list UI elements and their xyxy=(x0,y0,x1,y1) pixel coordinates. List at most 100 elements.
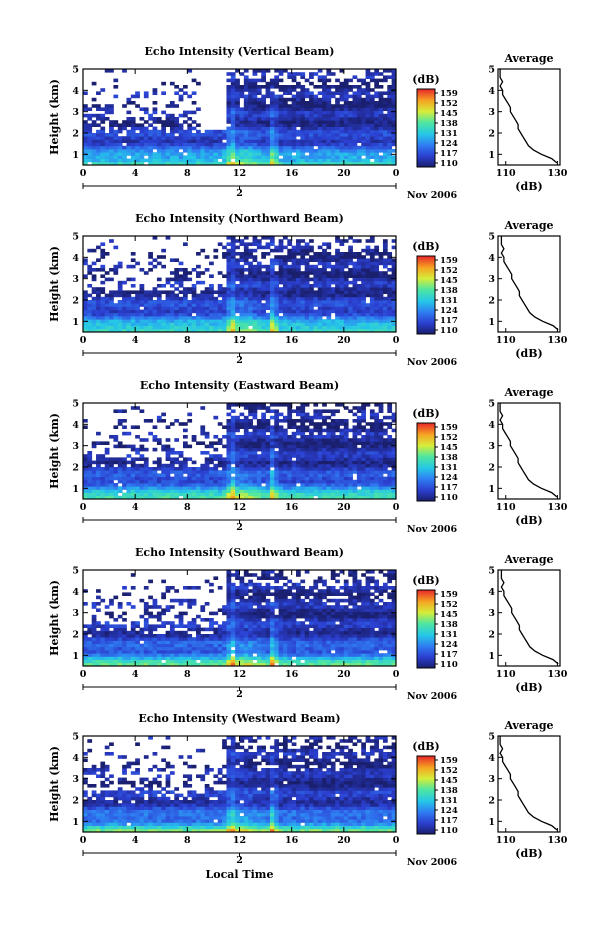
y-tick-label: 4 xyxy=(72,587,79,598)
average-y-tick-label: 3 xyxy=(488,441,495,452)
average-y-tick-label: 3 xyxy=(488,608,495,619)
colorbar xyxy=(416,589,436,669)
panel-1: Echo Intensity (Northward Beam) 5 4 3 2 1 Heig… xyxy=(48,212,568,368)
average-title: Average xyxy=(503,553,553,566)
colorbar-tick-label: 110 xyxy=(440,326,458,336)
x-tick-label: 16 xyxy=(285,835,299,846)
average-profile-line xyxy=(499,69,558,164)
y-tick-label: 5 xyxy=(72,732,79,743)
x-tick-label: 0 xyxy=(80,335,87,346)
average-y-tick-label: 1 xyxy=(488,317,495,328)
average-y-tick-label: 1 xyxy=(488,817,495,828)
average-y-tick-label: 4 xyxy=(488,753,495,764)
colorbar xyxy=(416,88,436,168)
panel-title: Echo Intensity (Westward Beam) xyxy=(138,712,340,725)
average-y-tick-label: 2 xyxy=(488,463,495,474)
colorbar-unit: (dB) xyxy=(412,574,439,587)
date-label: Nov 2006 xyxy=(407,691,458,702)
average-y-tick-label: 5 xyxy=(488,399,495,410)
average-title: Average xyxy=(503,719,553,732)
colorbar-tick-label: 138 xyxy=(440,786,458,796)
average-y-tick-label: 3 xyxy=(488,107,495,118)
colorbar-tick-label: 110 xyxy=(440,660,458,670)
y-tick-label: 5 xyxy=(72,65,79,76)
y-tick-label: 4 xyxy=(72,253,79,264)
panels-layer: Echo Intensity (Vertical Beam) 5 4 3 2 1 Heigh… xyxy=(48,45,568,881)
average-title: Average xyxy=(503,219,553,232)
colorbar-unit: (dB) xyxy=(412,407,439,420)
average-profile-line xyxy=(500,570,559,665)
average-profile-line xyxy=(499,736,558,831)
panel-title: Echo Intensity (Vertical Beam) xyxy=(144,45,334,58)
day-label: 2 xyxy=(236,355,243,366)
x-tick-label: 8 xyxy=(184,168,191,179)
average-x-tick-label: 130 xyxy=(547,168,567,179)
colorbar-tick-label: 124 xyxy=(440,806,458,816)
y-tick-label: 4 xyxy=(72,86,79,97)
colorbar-tick-label: 145 xyxy=(440,776,458,786)
colorbar-tick-label: 110 xyxy=(440,826,458,836)
average-frame xyxy=(497,68,561,166)
day-label: 2 xyxy=(236,522,243,533)
average-x-label: (dB) xyxy=(515,681,542,694)
panel-title: Echo Intensity (Northward Beam) xyxy=(135,212,344,225)
average-profile-line xyxy=(500,236,559,331)
y-tick-label: 3 xyxy=(72,774,79,785)
y-tick-label: 2 xyxy=(72,630,79,641)
x-tick-label: 16 xyxy=(285,502,299,513)
average-y-tick-label: 5 xyxy=(488,566,495,577)
x-tick-label: 12 xyxy=(233,335,246,346)
average-y-tick-label: 4 xyxy=(488,253,495,264)
average-x-tick-label: 110 xyxy=(496,335,516,346)
x-tick-label: 4 xyxy=(132,502,139,513)
day-label: 2 xyxy=(236,689,243,700)
average-title: Average xyxy=(503,386,553,399)
average-y-tick-label: 1 xyxy=(488,484,495,495)
colorbar-tick-label: 152 xyxy=(440,99,458,109)
colorbar-tick-label: 124 xyxy=(440,640,458,650)
average-y-tick-label: 4 xyxy=(488,420,495,431)
average-y-tick-label: 1 xyxy=(488,651,495,662)
average-y-tick-label: 2 xyxy=(488,796,495,807)
y-axis-label: Height (km) xyxy=(48,413,61,489)
y-tick-label: 3 xyxy=(72,608,79,619)
colorbar xyxy=(416,422,436,502)
x-tick-label: 0 xyxy=(393,502,400,513)
date-label: Nov 2006 xyxy=(407,190,458,201)
average-x-tick-label: 110 xyxy=(496,502,516,513)
average-x-label: (dB) xyxy=(515,847,542,860)
colorbar-tick-label: 159 xyxy=(440,590,458,600)
average-title: Average xyxy=(503,52,553,65)
panel-4: Echo Intensity (Westward Beam) 5 4 3 2 1 Heigh… xyxy=(48,712,568,868)
intensity-field xyxy=(83,236,397,333)
colorbar-tick-label: 131 xyxy=(440,296,458,306)
colorbar-tick-label: 152 xyxy=(440,766,458,776)
intensity-field xyxy=(83,69,397,166)
average-y-tick-label: 3 xyxy=(488,774,495,785)
colorbar-tick-label: 117 xyxy=(440,316,458,326)
y-axis-label: Height (km) xyxy=(48,79,61,155)
average-frame xyxy=(497,235,561,333)
y-tick-label: 5 xyxy=(72,232,79,243)
x-tick-label: 0 xyxy=(80,502,87,513)
colorbar-tick-label: 131 xyxy=(440,630,458,640)
average-y-tick-label: 2 xyxy=(488,630,495,641)
average-y-tick-label: 5 xyxy=(488,65,495,76)
x-tick-label: 20 xyxy=(337,502,351,513)
average-profile-line xyxy=(499,403,558,498)
y-tick-label: 2 xyxy=(72,129,79,140)
colorbar-tick-label: 159 xyxy=(440,89,458,99)
date-label: Nov 2006 xyxy=(407,857,458,868)
y-tick-label: 4 xyxy=(72,420,79,431)
date-label: Nov 2006 xyxy=(407,357,458,368)
x-tick-label: 4 xyxy=(132,669,139,680)
x-tick-label: 12 xyxy=(233,669,246,680)
x-tick-label: 0 xyxy=(80,669,87,680)
x-tick-label: 0 xyxy=(80,168,87,179)
y-tick-label: 4 xyxy=(72,753,79,764)
colorbar-tick-label: 145 xyxy=(440,109,458,119)
x-tick-label: 4 xyxy=(132,335,139,346)
average-y-tick-label: 5 xyxy=(488,732,495,743)
average-y-tick-label: 4 xyxy=(488,86,495,97)
